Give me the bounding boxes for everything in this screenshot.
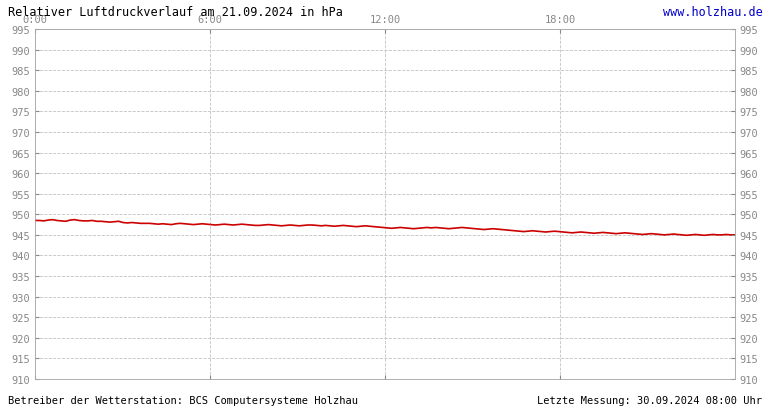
Text: Relativer Luftdruckverlauf am 21.09.2024 in hPa: Relativer Luftdruckverlauf am 21.09.2024… [8,6,343,19]
Text: Betreiber der Wetterstation: BCS Computersysteme Holzhau: Betreiber der Wetterstation: BCS Compute… [8,395,358,405]
Text: www.holzhau.de: www.holzhau.de [662,6,762,19]
Text: Letzte Messung: 30.09.2024 08:00 Uhr: Letzte Messung: 30.09.2024 08:00 Uhr [537,395,762,405]
